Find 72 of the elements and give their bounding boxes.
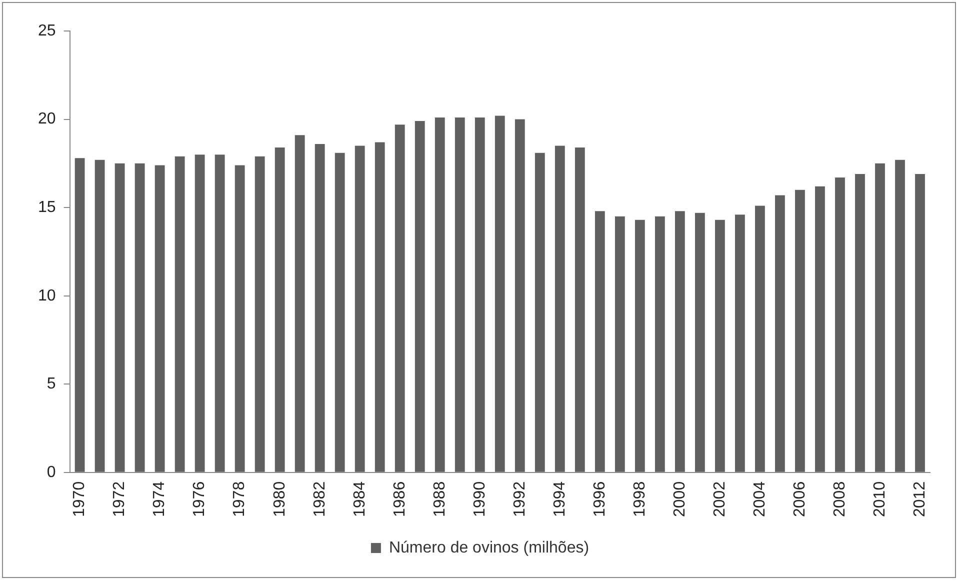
y-tick-label: 0 <box>46 464 56 481</box>
x-tick-label: 1988 <box>431 481 448 517</box>
x-tick-label: 1990 <box>471 481 488 517</box>
x-tick-label: 1976 <box>191 481 208 517</box>
bar <box>694 212 705 472</box>
bar <box>735 214 745 472</box>
x-tick-label: 2002 <box>711 481 728 517</box>
bar <box>795 190 805 472</box>
bar <box>194 154 205 472</box>
bar <box>915 174 925 472</box>
bar <box>94 160 105 472</box>
x-tick-label: 1984 <box>351 481 368 517</box>
bar <box>855 174 865 472</box>
bar <box>334 152 345 472</box>
bar <box>514 119 525 472</box>
x-tick-label: 2010 <box>871 481 888 517</box>
legend-label: Número de ovinos (milhões) <box>388 539 590 556</box>
bar <box>654 216 665 472</box>
x-tick-label: 1970 <box>71 481 88 517</box>
y-tick-label: 20 <box>38 110 56 128</box>
bar <box>394 124 405 472</box>
x-tick-label: 1996 <box>591 481 608 517</box>
x-tick-label: 1980 <box>271 481 288 517</box>
bar <box>674 211 685 472</box>
bar <box>895 160 905 472</box>
x-tick-label: 1972 <box>111 481 128 517</box>
bar <box>414 121 425 472</box>
x-tick-label: 1998 <box>631 481 648 517</box>
bar <box>114 163 125 472</box>
bar <box>234 165 245 472</box>
bar <box>715 220 725 472</box>
x-tick-label: 2012 <box>911 481 928 517</box>
bar <box>835 178 845 472</box>
x-tick-label: 1992 <box>511 481 528 517</box>
bar <box>374 142 385 472</box>
y-tick-label: 10 <box>38 287 56 304</box>
bar <box>354 146 365 472</box>
bar <box>775 195 785 472</box>
bar <box>594 211 605 472</box>
bar <box>434 118 445 472</box>
bar <box>494 116 505 472</box>
bar <box>134 163 145 472</box>
bar <box>154 165 165 472</box>
y-tick-label: 5 <box>46 376 56 393</box>
bar <box>614 216 625 472</box>
x-tick-label: 2000 <box>671 481 688 517</box>
x-tick-label: 1974 <box>151 481 168 517</box>
bar <box>534 152 545 472</box>
bar <box>274 148 285 472</box>
bar <box>574 148 585 472</box>
bar <box>474 118 485 472</box>
bar <box>314 144 325 472</box>
y-tick-label: 15 <box>38 198 56 216</box>
bar <box>634 220 645 472</box>
x-tick-label: 1994 <box>551 481 568 517</box>
x-tick-label: 1982 <box>311 481 328 517</box>
x-tick-label: 1986 <box>391 481 408 517</box>
bar <box>815 186 825 472</box>
bar <box>254 156 265 472</box>
bar <box>74 158 85 472</box>
x-tick-label: 2006 <box>791 481 808 517</box>
bar <box>454 118 465 472</box>
y-tick-label: 25 <box>38 22 56 40</box>
x-tick-label: 2004 <box>751 481 768 517</box>
bar <box>755 206 765 472</box>
bar <box>214 154 225 472</box>
bar <box>554 146 565 472</box>
bar <box>875 163 885 472</box>
x-tick-label: 1978 <box>231 481 248 517</box>
bar <box>174 156 185 472</box>
bar <box>294 135 305 472</box>
x-tick-label: 2008 <box>831 481 848 517</box>
